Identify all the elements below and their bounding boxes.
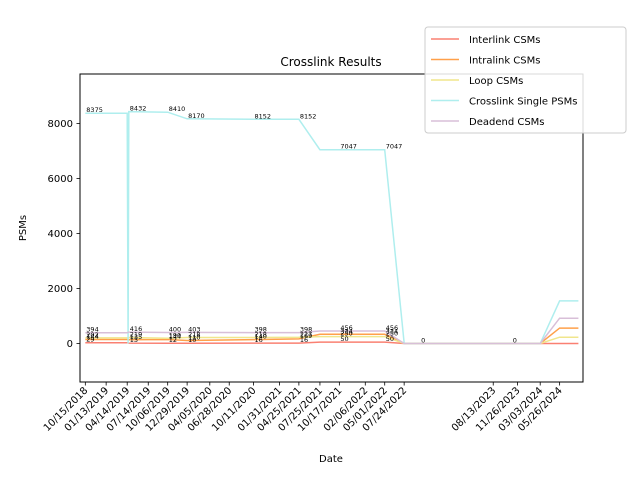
y-tick-label-4: 8000	[48, 119, 73, 130]
data-label-28: 398	[300, 326, 312, 334]
data-label-10: 144	[86, 333, 98, 341]
legend-label-2: Loop CSMs	[469, 76, 523, 87]
data-label-19: 12	[169, 336, 177, 344]
data-label-12: 416	[130, 325, 142, 333]
data-label-26: 140	[255, 333, 267, 341]
data-label-37: 334	[386, 327, 398, 335]
series-lines	[85, 110, 579, 345]
y-tick-label-1: 2000	[48, 284, 73, 295]
data-label-29: 227	[300, 330, 312, 338]
data-label-5: 8152	[300, 112, 317, 120]
data-label-21: 218	[188, 331, 200, 339]
data-label-31: 16	[300, 336, 308, 344]
data-label-27: 16	[255, 336, 263, 344]
series-line-3	[85, 110, 579, 345]
data-label-1: 8432	[130, 105, 147, 113]
data-label-41: 0	[513, 337, 517, 345]
data-label-25: 218	[255, 331, 267, 339]
data-label-16: 400	[169, 326, 181, 334]
y-tick-label-2: 4000	[48, 229, 73, 240]
legend-label-4: Deadend CSMs	[469, 117, 545, 128]
data-label-13: 219	[130, 331, 142, 339]
plot-frame	[79, 73, 584, 383]
data-label-6: 7047	[340, 143, 357, 151]
legend-label-3: Crosslink Single PSMs	[469, 97, 577, 108]
x-axis-ticks: 10/15/201801/13/201904/14/201907/14/2019…	[42, 382, 565, 434]
y-tick-label-3: 6000	[48, 174, 73, 185]
data-label-2: 8410	[169, 105, 186, 113]
series-line-4	[85, 317, 579, 345]
data-label-0: 8375	[86, 106, 103, 114]
data-label-7: 7047	[386, 143, 403, 151]
data-label-24: 398	[255, 326, 267, 334]
data-label-17: 190	[169, 331, 181, 339]
data-label-22: 110	[188, 334, 200, 342]
data-label-34: 250	[340, 330, 352, 338]
legend-box	[424, 26, 627, 134]
x-axis-label: Date	[319, 454, 343, 465]
y-tick-label-0: 0	[67, 339, 73, 350]
data-label-9: 202	[86, 331, 98, 339]
legend-label-1: Intralink CSMs	[469, 56, 540, 67]
data-label-40: 0	[421, 337, 425, 345]
data-label-23: 10	[188, 336, 196, 344]
data-label-33: 334	[340, 327, 352, 335]
data-label-14: 135	[130, 333, 142, 341]
legend-label-0: Interlink CSMs	[469, 35, 541, 46]
data-label-8: 394	[86, 326, 98, 334]
data-label-39: 50	[386, 335, 394, 343]
data-label-18: 144	[169, 333, 181, 341]
chart-title: Crosslink Results	[280, 55, 381, 69]
data-label-11: 29	[86, 336, 94, 344]
data-label-4: 8152	[255, 112, 272, 120]
data-label-3: 8170	[188, 112, 205, 120]
legend: Interlink CSMs Intralink CSMs Loop CSMs Cro…	[424, 26, 627, 134]
y-axis-label: PSMs	[18, 215, 29, 241]
y-axis-ticks: 0 2000 4000 6000 8000	[48, 119, 80, 350]
data-label-35: 50	[340, 335, 348, 343]
data-label-38: 250	[386, 330, 398, 338]
data-label-32: 456	[340, 324, 352, 332]
data-label-30: 169	[300, 332, 312, 340]
data-label-20: 403	[188, 325, 200, 333]
data-label-15: 13	[130, 336, 138, 344]
data-label-36: 456	[386, 324, 398, 332]
